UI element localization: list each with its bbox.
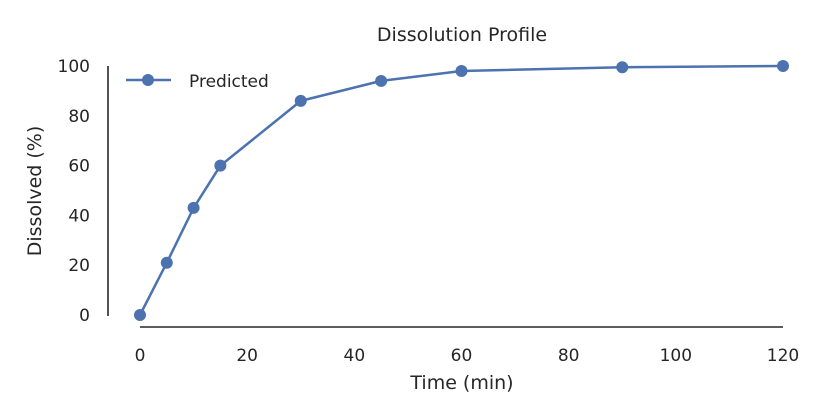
y-tick-label-80: 80 bbox=[68, 107, 90, 127]
y-tick-label-20: 20 bbox=[68, 256, 90, 276]
y-tick-label-0: 0 bbox=[79, 306, 90, 326]
legend: Predicted bbox=[126, 72, 269, 92]
legend-label-predicted: Predicted bbox=[189, 72, 269, 92]
y-axis-label: Dissolved (%) bbox=[24, 126, 46, 257]
x-tick-label-40: 40 bbox=[344, 346, 366, 366]
x-tick-label-80: 80 bbox=[558, 346, 580, 366]
data-point-predicted-45 bbox=[375, 74, 388, 87]
y-tick-label-100: 100 bbox=[58, 57, 90, 77]
data-point-predicted-0 bbox=[134, 309, 146, 321]
x-tick-label-60: 60 bbox=[451, 346, 473, 366]
series-line-predicted bbox=[138, 64, 784, 316]
data-point-predicted-10 bbox=[187, 201, 200, 214]
x-tick-label-0: 0 bbox=[135, 346, 146, 366]
data-point-predicted-15 bbox=[214, 159, 227, 172]
y-tick-labels: 0 20 40 60 80 100 bbox=[58, 57, 90, 326]
chart-title: Dissolution Profile bbox=[377, 24, 547, 46]
y-tick-label-40: 40 bbox=[68, 206, 90, 226]
series-layer bbox=[134, 60, 789, 321]
data-point-predicted-5 bbox=[160, 256, 173, 269]
data-point-predicted-30 bbox=[294, 94, 307, 107]
x-tick-labels: 0 20 40 60 80 100 120 bbox=[135, 346, 800, 366]
y-tick-label-60: 60 bbox=[68, 157, 90, 177]
x-axis-label: Time (min) bbox=[409, 372, 513, 394]
data-point-predicted-120 bbox=[777, 60, 789, 72]
x-tick-label-20: 20 bbox=[236, 346, 258, 366]
data-point-predicted-90 bbox=[616, 61, 629, 74]
x-tick-label-120: 120 bbox=[767, 346, 799, 366]
data-point-predicted-60 bbox=[455, 64, 468, 77]
legend-marker-predicted bbox=[142, 74, 154, 86]
x-tick-label-100: 100 bbox=[660, 346, 692, 366]
